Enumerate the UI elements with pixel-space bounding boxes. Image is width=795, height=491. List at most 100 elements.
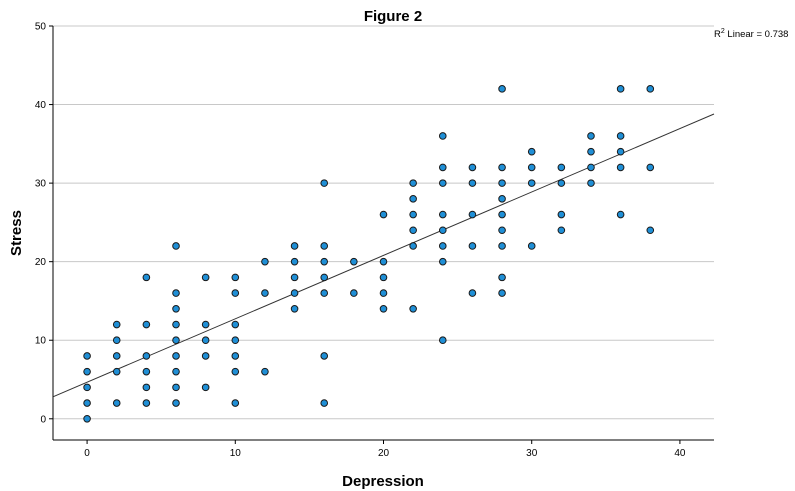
data-point <box>290 289 299 297</box>
y-tick-labels: 0 10 20 30 40 50 <box>35 22 47 426</box>
data-point <box>172 399 180 407</box>
x-tick-labels: 0 10 20 30 40 <box>84 448 686 459</box>
data-point <box>616 147 625 156</box>
data-point <box>83 367 91 376</box>
y-tick-label-10: 10 <box>35 336 47 347</box>
data-point <box>468 289 477 297</box>
data-point <box>468 179 477 187</box>
data-point <box>409 179 417 187</box>
data-point <box>498 242 506 250</box>
data-point <box>557 179 566 187</box>
data-point <box>320 289 329 297</box>
data-point <box>379 273 388 282</box>
data-point <box>172 320 180 329</box>
data-point <box>498 85 506 93</box>
data-point <box>527 242 536 250</box>
data-point <box>438 336 447 345</box>
data-point <box>201 383 210 392</box>
data-point <box>172 352 180 360</box>
data-point <box>201 352 210 360</box>
data-point <box>142 383 151 392</box>
data-point <box>557 163 566 172</box>
y-tick-label-0: 0 <box>40 414 46 425</box>
data-point <box>320 179 329 187</box>
data-point <box>142 352 151 360</box>
data-point <box>646 226 655 235</box>
data-point <box>83 352 91 360</box>
data-point <box>320 273 329 282</box>
data-point <box>646 85 655 93</box>
fit-line-group <box>52 113 715 398</box>
data-point <box>409 195 417 203</box>
data-point <box>112 320 121 329</box>
data-point <box>616 210 625 219</box>
y-tick-label-20: 20 <box>35 257 47 268</box>
data-point <box>587 179 595 187</box>
data-point <box>172 289 180 297</box>
data-point <box>498 289 506 297</box>
data-point <box>438 257 447 266</box>
data-point <box>409 210 417 219</box>
data-point <box>290 257 299 266</box>
data-point <box>527 179 536 187</box>
data-point <box>320 242 329 250</box>
data-points <box>83 85 655 423</box>
data-point <box>320 257 329 266</box>
data-point <box>587 163 595 172</box>
data-point <box>557 226 566 235</box>
data-point <box>379 305 388 313</box>
data-point <box>438 242 447 250</box>
data-point <box>438 210 447 219</box>
data-point <box>261 367 269 376</box>
data-point <box>350 289 358 297</box>
data-point <box>201 273 210 282</box>
gridlines <box>53 25 714 420</box>
data-point <box>438 179 447 187</box>
data-point <box>527 163 536 172</box>
data-point <box>112 352 121 360</box>
y-tick-label-50: 50 <box>35 22 47 33</box>
data-point <box>142 273 151 282</box>
chart-title: Figure 2 <box>364 8 422 25</box>
data-point <box>498 273 506 282</box>
axes <box>49 25 714 444</box>
data-point <box>409 242 417 250</box>
data-point <box>83 414 91 423</box>
data-point <box>112 367 121 376</box>
data-point <box>172 383 180 392</box>
data-point <box>616 85 625 93</box>
data-point <box>83 399 91 407</box>
data-point <box>142 399 151 407</box>
fit-line-legend-base: R <box>714 29 721 40</box>
y-tick-label-30: 30 <box>35 179 47 190</box>
x-tick-label-20: 20 <box>378 448 390 459</box>
data-point <box>201 336 210 345</box>
data-point <box>231 273 240 282</box>
data-point <box>438 163 447 172</box>
data-point <box>172 336 180 345</box>
data-point <box>320 352 329 360</box>
fit-line-legend-sup: 2 <box>721 28 725 35</box>
data-point <box>379 289 388 297</box>
data-point <box>409 305 417 313</box>
fit-line <box>52 113 715 398</box>
fit-line-legend-text: Linear = 0.738 <box>725 29 789 40</box>
data-point <box>498 195 506 203</box>
x-axis-label: Depression <box>342 473 424 490</box>
data-point <box>379 257 388 266</box>
data-point <box>261 289 269 297</box>
data-point <box>527 147 536 156</box>
data-point <box>231 399 240 407</box>
data-point <box>350 257 358 266</box>
data-point <box>231 320 240 329</box>
data-point <box>646 163 655 172</box>
data-point <box>616 132 625 140</box>
y-axis-label: Stress <box>8 210 25 256</box>
data-point <box>468 210 477 219</box>
data-point <box>587 132 595 140</box>
data-point <box>231 336 240 345</box>
data-point <box>587 147 595 156</box>
data-point <box>438 132 447 140</box>
data-point <box>557 210 566 219</box>
